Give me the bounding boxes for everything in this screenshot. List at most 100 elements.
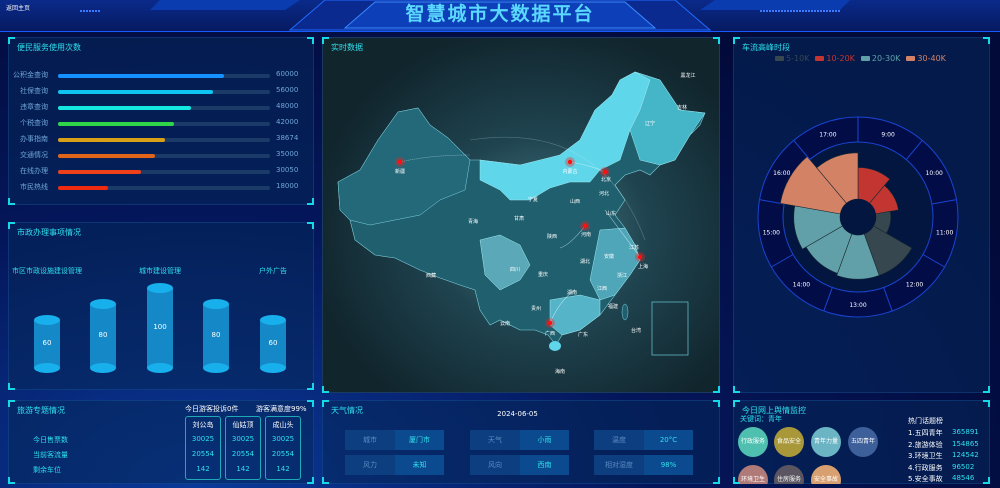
cylinder-value: 60: [42, 339, 52, 347]
cylinder-value: 100: [153, 323, 167, 331]
bar-label: 个税查询: [20, 119, 48, 127]
corner-decoration: [322, 477, 329, 484]
row-label: 当前客流量: [33, 451, 68, 459]
time-label: 11:00: [936, 229, 953, 236]
keyword-bubble[interactable]: 五四青年: [848, 427, 878, 457]
time-label: 15:00: [763, 229, 780, 236]
weather-value: 20°C: [644, 430, 693, 450]
legend-item[interactable]: 20-30K: [860, 54, 901, 63]
header-decoration: [80, 0, 850, 31]
weather-label: 相对湿度: [594, 455, 644, 475]
cylinder-bottom: [203, 363, 229, 373]
province-label: 山西: [569, 199, 581, 205]
province-label: 江西: [596, 286, 608, 292]
map-marker[interactable]: [547, 320, 553, 326]
ring-divider: [883, 287, 893, 312]
corner-decoration: [307, 383, 314, 390]
spot-name: 成山头: [272, 421, 294, 429]
province-label: 福建: [607, 304, 619, 310]
bar-track: [58, 106, 270, 110]
corner-decoration: [713, 37, 720, 44]
map-marker[interactable]: [582, 223, 588, 229]
category-label: 城市建设管理: [139, 267, 181, 275]
category-label: 市区市政设施建设管理: [12, 267, 82, 275]
corner-decoration: [733, 386, 740, 393]
province-label: 上海: [637, 264, 649, 270]
weather-label: 温度: [594, 430, 644, 450]
corner-decoration: [713, 400, 720, 407]
weather-value: 西南: [520, 455, 569, 475]
province-label: 山东: [605, 211, 617, 217]
corner-decoration: [8, 383, 15, 390]
chart-legend: 5-10K 10-20K 20-30K 30-40K: [775, 54, 946, 63]
tourism-panel: 旅游专题情况: [8, 400, 314, 484]
services-panel: 便民服务使用次数: [8, 37, 314, 205]
keyword-bubble[interactable]: 住房服务: [774, 465, 804, 484]
cylinder-bar: 60: [34, 315, 60, 373]
keyword-bubble[interactable]: 青年力量: [811, 427, 841, 457]
bar-track: [58, 186, 270, 190]
hot-topic-label[interactable]: 3.环境卫生: [908, 452, 943, 460]
bar-track: [58, 154, 270, 158]
weather-value: 98%: [644, 455, 693, 475]
legend-item[interactable]: 30-40K: [906, 54, 946, 63]
bar-fill: [58, 138, 165, 142]
bar-fill: [58, 106, 191, 110]
province-label: 浙江: [616, 273, 628, 279]
map-marker[interactable]: [602, 169, 608, 175]
hot-topic-label[interactable]: 5.安全事故: [908, 475, 943, 483]
keyword-bubbles: 行政服务 食品安全 青年力量 五四青年环境卫生 住房服务 安全事故: [734, 420, 884, 484]
back-home-link[interactable]: 返回主页: [6, 5, 31, 12]
legend-swatch: [775, 56, 784, 61]
time-label: 10:00: [926, 170, 943, 177]
rose-sector[interactable]: [779, 156, 847, 215]
spot-value: 30025: [271, 435, 295, 443]
corner-decoration: [983, 400, 990, 407]
keyword-bubble[interactable]: 环境卫生: [738, 465, 768, 484]
province-label: 云南: [499, 321, 511, 327]
map-south: [549, 294, 601, 336]
spot-box: [265, 416, 301, 480]
cylinder-bottom: [260, 363, 286, 373]
bar-track: [58, 170, 270, 174]
hot-topic-label[interactable]: 2.旅游体验: [908, 440, 943, 449]
corner-decoration: [8, 400, 15, 407]
panel-title: 便民服务使用次数: [17, 43, 81, 52]
hot-topics-title: 热门话题榜: [908, 417, 943, 425]
legend-item[interactable]: 5-10K: [775, 54, 809, 63]
legend-label: 10-20K: [826, 54, 855, 63]
map-marker[interactable]: [567, 159, 573, 165]
bar-label: 交通情况: [20, 151, 48, 159]
corner-decoration: [8, 198, 15, 205]
hot-topic-value: 96502: [952, 462, 975, 471]
map-taiwan: [621, 303, 629, 321]
keyword-bubble[interactable]: 安全事故: [811, 465, 841, 484]
row-label: 剩余车位: [33, 466, 61, 474]
keyword-bubble[interactable]: 行政服务: [738, 427, 768, 457]
map-marker[interactable]: [637, 254, 643, 260]
corner-decoration: [983, 386, 990, 393]
bar-fill: [58, 154, 155, 158]
legend-label: 5-10K: [786, 54, 810, 63]
weather-label: 天气: [470, 430, 520, 450]
cylinder-bar: 100: [147, 283, 173, 373]
panel-title: 天气情况: [331, 406, 363, 415]
province-label: 青海: [467, 219, 479, 225]
ring-divider: [823, 287, 833, 312]
bar-value: 48000: [276, 102, 299, 110]
hot-topic-label[interactable]: 4.行政服务: [908, 463, 943, 472]
hot-topic-label[interactable]: 1.五四青年: [908, 429, 943, 437]
province-label: 宁夏: [527, 197, 539, 203]
spot-box: [225, 416, 261, 480]
keyword-bubble[interactable]: 食品安全: [774, 427, 804, 457]
legend-label: 20-30K: [871, 54, 901, 63]
province-label: 内蒙古: [562, 169, 578, 175]
legend-item[interactable]: 10-20K: [815, 54, 855, 63]
corner-decoration: [733, 477, 740, 484]
map-east: [589, 227, 641, 301]
spot-name: 刘公岛: [192, 421, 214, 429]
map-marker[interactable]: [397, 159, 403, 165]
category-label: 户外广告: [259, 267, 287, 275]
ring-divider: [931, 199, 957, 205]
